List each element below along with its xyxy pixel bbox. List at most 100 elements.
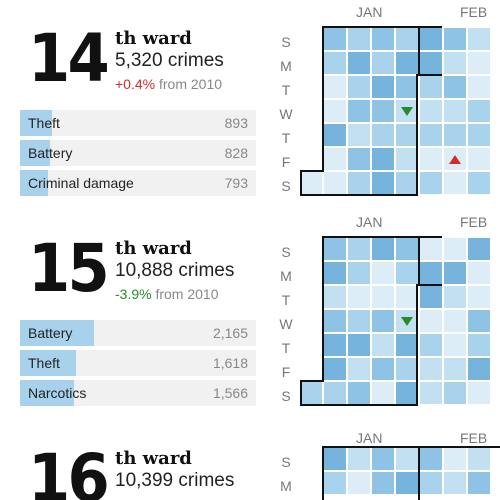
calendar-day-cell[interactable] [468, 286, 490, 308]
calendar-day-cell[interactable] [468, 448, 490, 470]
crime-type-row[interactable]: Theft 893 [20, 110, 256, 136]
calendar-day-cell[interactable] [420, 52, 442, 74]
calendar-day-cell[interactable] [348, 310, 370, 332]
calendar-day-cell[interactable] [324, 448, 346, 470]
calendar-day-cell[interactable] [420, 76, 442, 98]
crime-type-row[interactable]: Theft 1,618 [20, 350, 256, 376]
calendar-day-cell[interactable] [468, 100, 490, 122]
calendar-day-cell[interactable] [324, 238, 346, 260]
calendar-day-cell[interactable] [348, 172, 370, 194]
calendar-day-cell[interactable] [372, 262, 394, 284]
calendar-day-cell[interactable] [324, 76, 346, 98]
calendar-day-cell[interactable] [324, 52, 346, 74]
calendar-day-cell[interactable] [324, 100, 346, 122]
calendar-day-cell[interactable] [396, 238, 418, 260]
calendar-day-cell[interactable] [444, 124, 466, 146]
calendar-day-cell[interactable] [444, 448, 466, 470]
calendar-day-cell[interactable] [396, 76, 418, 98]
calendar-day-cell[interactable] [324, 472, 346, 494]
crime-type-row[interactable]: Criminal damage 793 [20, 170, 256, 196]
calendar-day-cell[interactable] [372, 52, 394, 74]
calendar-day-cell[interactable] [468, 76, 490, 98]
calendar-day-cell[interactable] [420, 334, 442, 356]
calendar-day-cell[interactable] [324, 310, 346, 332]
calendar-day-cell[interactable] [324, 334, 346, 356]
calendar-day-cell[interactable] [396, 148, 418, 170]
calendar-day-cell[interactable] [420, 262, 442, 284]
calendar-day-cell[interactable] [420, 286, 442, 308]
calendar-day-cell[interactable] [396, 52, 418, 74]
calendar-day-cell[interactable] [420, 100, 442, 122]
calendar-day-cell[interactable] [396, 262, 418, 284]
calendar-day-cell[interactable] [396, 382, 418, 404]
calendar-day-cell[interactable] [348, 148, 370, 170]
calendar-day-cell[interactable] [372, 472, 394, 494]
calendar-day-cell[interactable] [348, 124, 370, 146]
calendar-day-cell[interactable] [468, 358, 490, 380]
crime-type-row[interactable]: Battery 828 [20, 140, 256, 166]
calendar-day-cell[interactable] [372, 172, 394, 194]
calendar-day-cell[interactable] [420, 28, 442, 50]
calendar-day-cell[interactable] [324, 358, 346, 380]
calendar-day-cell[interactable] [324, 262, 346, 284]
calendar-day-cell[interactable] [396, 286, 418, 308]
calendar-day-cell[interactable] [372, 124, 394, 146]
calendar-day-cell[interactable] [348, 334, 370, 356]
calendar-day-cell[interactable] [372, 76, 394, 98]
calendar-day-cell[interactable] [420, 238, 442, 260]
calendar-day-cell[interactable] [468, 28, 490, 50]
calendar-day-cell[interactable] [468, 382, 490, 404]
calendar-day-cell[interactable] [420, 172, 442, 194]
calendar-day-cell[interactable] [372, 448, 394, 470]
calendar-day-cell[interactable] [396, 28, 418, 50]
calendar-day-cell[interactable] [348, 262, 370, 284]
calendar-day-cell[interactable] [420, 124, 442, 146]
calendar-day-cell[interactable] [348, 358, 370, 380]
calendar-day-cell[interactable] [324, 124, 346, 146]
calendar-day-cell[interactable] [372, 358, 394, 380]
calendar-day-cell[interactable] [396, 172, 418, 194]
calendar-day-cell[interactable] [300, 172, 322, 194]
calendar-day-cell[interactable] [444, 334, 466, 356]
calendar-day-cell[interactable] [348, 76, 370, 98]
calendar-day-cell[interactable] [444, 28, 466, 50]
calendar-day-cell[interactable] [348, 286, 370, 308]
calendar-day-cell[interactable] [372, 310, 394, 332]
calendar-day-cell[interactable] [468, 238, 490, 260]
calendar-day-cell[interactable] [372, 334, 394, 356]
calendar-day-cell[interactable] [468, 310, 490, 332]
calendar-day-cell[interactable] [444, 238, 466, 260]
calendar-day-cell[interactable] [396, 448, 418, 470]
calendar-day-cell[interactable] [348, 238, 370, 260]
calendar-day-cell[interactable] [396, 334, 418, 356]
calendar-day-cell[interactable] [348, 28, 370, 50]
crime-type-row[interactable]: Narcotics 1,566 [20, 380, 256, 406]
calendar-day-cell[interactable] [348, 448, 370, 470]
calendar-day-cell[interactable] [348, 382, 370, 404]
calendar-day-cell[interactable] [372, 100, 394, 122]
calendar-day-cell[interactable] [396, 124, 418, 146]
calendar-day-cell[interactable] [444, 358, 466, 380]
calendar-day-cell[interactable] [468, 148, 490, 170]
calendar-day-cell[interactable] [444, 382, 466, 404]
calendar-day-cell[interactable] [444, 76, 466, 98]
calendar-day-cell[interactable] [396, 358, 418, 380]
calendar-day-cell[interactable] [372, 238, 394, 260]
calendar-day-cell[interactable] [348, 52, 370, 74]
calendar-day-cell[interactable] [300, 382, 322, 404]
calendar-day-cell[interactable] [324, 172, 346, 194]
calendar-day-cell[interactable] [372, 28, 394, 50]
calendar-day-cell[interactable] [324, 28, 346, 50]
calendar-day-cell[interactable] [444, 262, 466, 284]
calendar-day-cell[interactable] [348, 472, 370, 494]
calendar-day-cell[interactable] [444, 310, 466, 332]
calendar-day-cell[interactable] [444, 286, 466, 308]
calendar-day-cell[interactable] [420, 358, 442, 380]
calendar-day-cell[interactable] [444, 100, 466, 122]
calendar-day-cell[interactable] [420, 472, 442, 494]
calendar-day-cell[interactable] [420, 148, 442, 170]
calendar-day-cell[interactable] [444, 52, 466, 74]
calendar-day-cell[interactable] [468, 172, 490, 194]
calendar-day-cell[interactable] [468, 52, 490, 74]
calendar-day-cell[interactable] [444, 172, 466, 194]
